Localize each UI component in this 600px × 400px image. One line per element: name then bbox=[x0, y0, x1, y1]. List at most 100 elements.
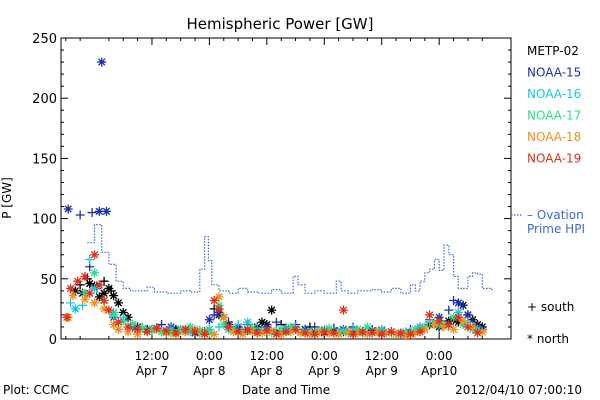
data-point-south bbox=[75, 210, 85, 220]
x-tick-time-label: 12:00 bbox=[135, 349, 170, 363]
data-point-north bbox=[286, 322, 296, 332]
data-point-north bbox=[171, 328, 181, 338]
data-point-north bbox=[338, 326, 348, 336]
data-point-north bbox=[458, 316, 468, 326]
data-point-north bbox=[286, 327, 296, 337]
data-point-north bbox=[401, 330, 411, 340]
data-point-north bbox=[70, 304, 80, 314]
data-point-north bbox=[415, 327, 425, 337]
data-point-north bbox=[200, 329, 210, 339]
data-point-north bbox=[190, 327, 200, 337]
y-tick-label: 200 bbox=[32, 92, 57, 107]
data-point-north bbox=[90, 298, 100, 308]
data-point-north bbox=[85, 279, 95, 289]
data-point-north bbox=[377, 324, 387, 334]
data-point-north bbox=[324, 328, 334, 338]
x-tick-date-label: Apr10 bbox=[421, 364, 457, 378]
data-point-north bbox=[123, 327, 133, 337]
data-point-north bbox=[228, 327, 238, 337]
y-tick-label: 100 bbox=[32, 213, 57, 228]
x-tick-time-label: 0:00 bbox=[426, 349, 453, 363]
data-point-north bbox=[142, 327, 152, 337]
data-point-north bbox=[434, 316, 444, 326]
x-tick-date-label: Apr 8 bbox=[193, 364, 225, 378]
data-point-north bbox=[104, 305, 114, 315]
data-point-north bbox=[267, 326, 277, 336]
data-point-north bbox=[238, 329, 248, 339]
y-tick-label: 50 bbox=[40, 273, 57, 288]
data-point-north bbox=[185, 327, 195, 337]
legend-ovation-label: Prime HPI bbox=[527, 222, 585, 236]
data-point-north bbox=[281, 327, 291, 337]
data-point-north bbox=[257, 328, 267, 338]
data-point-south bbox=[99, 276, 109, 286]
data-point-north bbox=[97, 57, 107, 67]
data-point-north bbox=[353, 328, 363, 338]
data-point-north bbox=[94, 280, 104, 290]
data-point-north bbox=[99, 295, 109, 305]
data-point-north bbox=[94, 292, 104, 302]
legend-item-noaa-19: NOAA-19 bbox=[527, 152, 581, 166]
data-point-north bbox=[62, 312, 72, 322]
data-point-north bbox=[449, 312, 459, 322]
data-point-south bbox=[444, 305, 454, 315]
data-point-north bbox=[276, 329, 286, 339]
data-point-north bbox=[152, 323, 162, 333]
legend-item-noaa-15: NOAA-15 bbox=[527, 66, 581, 80]
data-point-north bbox=[429, 320, 439, 330]
data-point-north bbox=[68, 291, 78, 301]
series-noaa-15 bbox=[63, 57, 487, 338]
data-point-north bbox=[109, 310, 119, 320]
data-point-north bbox=[90, 268, 100, 278]
data-point-north bbox=[315, 327, 325, 337]
data-point-north bbox=[147, 326, 157, 336]
footer-credit: Plot: CCMC bbox=[3, 383, 69, 397]
x-tick-time-label: 0:00 bbox=[196, 349, 223, 363]
y-tick-label: 250 bbox=[32, 32, 57, 47]
data-point-north bbox=[109, 320, 119, 330]
x-tick-time-label: 0:00 bbox=[311, 349, 338, 363]
data-point-north bbox=[133, 324, 143, 334]
data-point-north bbox=[209, 295, 219, 305]
y-tick-label: 150 bbox=[32, 152, 57, 167]
data-point-north bbox=[391, 329, 401, 339]
data-point-north bbox=[224, 322, 234, 332]
data-point-north bbox=[329, 328, 339, 338]
x-tick-time-label: 12:00 bbox=[250, 349, 285, 363]
data-point-north bbox=[334, 329, 344, 339]
data-point-north bbox=[420, 324, 430, 334]
data-point-north bbox=[214, 304, 224, 314]
data-point-north bbox=[123, 312, 133, 322]
data-point-north bbox=[90, 250, 100, 260]
data-point-north bbox=[372, 327, 382, 337]
data-point-north bbox=[463, 310, 473, 320]
data-point-north bbox=[358, 327, 368, 337]
data-point-north bbox=[271, 329, 281, 339]
data-point-north bbox=[305, 329, 315, 339]
data-point-north bbox=[243, 317, 253, 327]
chart-title: Hemispheric Power [GW] bbox=[187, 15, 374, 33]
data-point-north bbox=[291, 324, 301, 334]
data-point-north bbox=[396, 328, 406, 338]
legend-ovation-label: – Ovation bbox=[527, 208, 584, 222]
plot-frame bbox=[60, 37, 512, 340]
legend-item-noaa-16: NOAA-16 bbox=[527, 87, 581, 101]
data-point-north bbox=[252, 328, 262, 338]
data-point-north bbox=[262, 326, 272, 336]
data-point-north bbox=[73, 276, 83, 286]
data-point-north bbox=[477, 327, 487, 337]
data-point-north bbox=[405, 329, 415, 339]
data-point-north bbox=[453, 308, 463, 318]
data-point-north bbox=[185, 322, 195, 332]
data-point-north bbox=[472, 328, 482, 338]
data-point-north bbox=[233, 327, 243, 337]
data-point-north bbox=[410, 328, 420, 338]
data-point-north bbox=[214, 292, 224, 302]
x-tick-date-label: Apr 8 bbox=[251, 364, 283, 378]
data-point-north bbox=[80, 288, 90, 298]
data-point-north bbox=[386, 327, 396, 337]
data-point-north bbox=[104, 283, 114, 293]
legend-item-metp-02: METP-02 bbox=[527, 44, 579, 58]
data-point-north bbox=[243, 324, 253, 334]
